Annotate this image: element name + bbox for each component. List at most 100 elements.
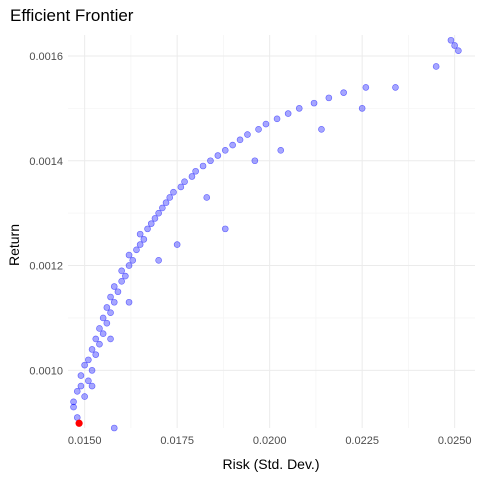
scatter-point	[118, 277, 125, 285]
scatter-point	[451, 42, 458, 49]
x-axis-ticks: 0.0150 0.0175 0.0200 0.0225 0.0250	[68, 435, 472, 447]
scatter-point	[144, 225, 151, 233]
scatter-point	[255, 126, 262, 133]
scatter-point	[107, 309, 114, 317]
scatter-point	[73, 388, 81, 395]
scatter-point	[110, 424, 118, 432]
scatter-point	[262, 120, 270, 128]
scatter-point	[159, 204, 166, 212]
scatter-point	[310, 99, 318, 107]
scatter-points	[70, 36, 462, 432]
scatter-point	[173, 241, 181, 248]
scatter-point	[151, 215, 159, 222]
scatter-point	[207, 157, 214, 165]
scatter-point	[229, 141, 236, 149]
scatter-point	[96, 340, 103, 348]
scatter-point	[92, 335, 100, 343]
scatter-point	[125, 262, 133, 269]
scatter-point	[455, 47, 462, 55]
scatter-point	[85, 377, 92, 385]
x-tick-label: 0.0225	[345, 435, 379, 447]
scatter-point	[358, 105, 366, 112]
y-tick-label: 0.0016	[29, 51, 63, 63]
x-tick-label: 0.0250	[438, 435, 472, 447]
scatter-point	[140, 236, 148, 243]
scatter-point	[99, 314, 107, 322]
scatter-point	[340, 89, 347, 96]
scatter-point	[277, 146, 285, 154]
scatter-point	[192, 167, 199, 175]
chart-title: Efficient Frontier	[10, 6, 134, 25]
scatter-point	[199, 162, 207, 170]
scatter-point	[177, 183, 185, 191]
scatter-point	[221, 146, 229, 154]
scatter-point	[432, 63, 440, 70]
x-axis-title: Risk (Std. Dev.)	[223, 456, 320, 472]
scatter-point	[295, 105, 303, 112]
scatter-point	[103, 304, 111, 311]
min-risk-point	[75, 419, 83, 427]
scatter-point	[188, 173, 196, 180]
scatter-point	[103, 319, 111, 327]
scatter-point	[155, 209, 162, 217]
y-axis-title: Return	[6, 224, 22, 266]
scatter-point	[125, 251, 133, 259]
scatter-point	[125, 298, 133, 306]
scatter-point	[88, 382, 96, 390]
x-tick-label: 0.0175	[160, 435, 194, 447]
scatter-point	[107, 293, 114, 301]
scatter-point	[284, 110, 292, 117]
scatter-point	[221, 225, 229, 233]
scatter-point	[96, 325, 103, 332]
scatter-point	[129, 257, 137, 264]
y-axis-ticks: 0.0010 0.0012 0.0014 0.0016	[29, 51, 63, 377]
scatter-point	[70, 403, 77, 411]
scatter-point	[81, 361, 88, 369]
scatter-point	[110, 298, 118, 306]
scatter-point	[133, 246, 140, 254]
scatter-point	[99, 330, 107, 337]
scatter-point	[122, 272, 129, 280]
scatter-point	[170, 188, 177, 196]
scatter-point	[136, 230, 144, 238]
scatter-point	[362, 84, 370, 91]
scatter-point	[147, 220, 155, 227]
scatter-point	[114, 288, 122, 296]
scatter-point	[251, 157, 259, 165]
highlight-layer	[75, 419, 83, 427]
scatter-point	[110, 283, 118, 290]
scatter-point	[325, 94, 333, 102]
x-tick-label: 0.0200	[253, 435, 287, 447]
scatter-point	[214, 152, 222, 159]
scatter-point	[136, 241, 144, 248]
scatter-point	[181, 178, 188, 186]
scatter-point	[273, 115, 281, 123]
scatter-point	[92, 351, 100, 358]
y-tick-label: 0.0012	[29, 261, 63, 273]
scatter-point	[88, 346, 96, 353]
scatter-point	[81, 393, 88, 400]
y-tick-label: 0.0014	[29, 156, 63, 168]
scatter-point	[392, 84, 399, 91]
scatter-point	[107, 335, 114, 343]
x-tick-label: 0.0150	[68, 435, 102, 447]
scatter-point	[318, 126, 325, 133]
scatter-point	[447, 36, 455, 44]
scatter-point	[70, 398, 77, 406]
scatter-point	[166, 194, 174, 201]
scatter-point	[88, 367, 96, 374]
scatter-point	[118, 267, 125, 275]
scatter-point	[77, 372, 85, 379]
scatter-point	[77, 382, 85, 390]
y-tick-label: 0.0010	[29, 365, 63, 377]
scatter-point	[236, 136, 244, 144]
scatter-point	[73, 414, 81, 421]
scatter-point	[155, 257, 162, 264]
scatter-point	[85, 356, 92, 364]
scatter-point	[244, 131, 251, 138]
grid	[68, 35, 475, 428]
scatter-point	[203, 194, 211, 201]
scatter-point	[162, 199, 170, 206]
